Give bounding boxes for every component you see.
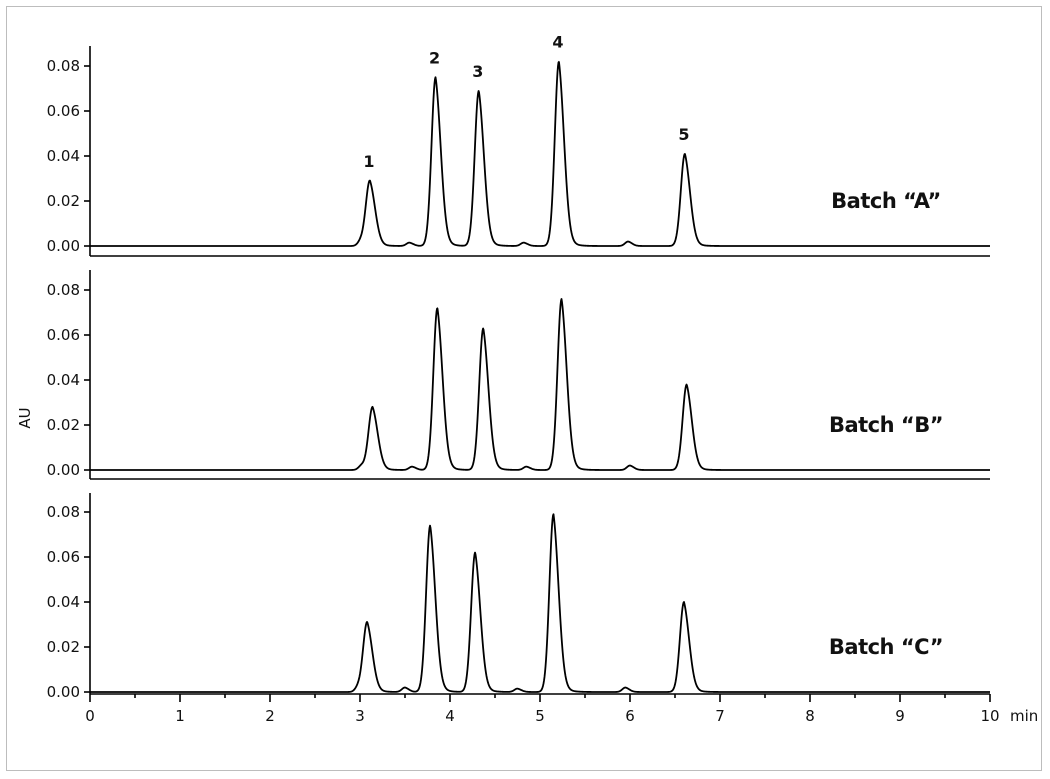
batch-label: Batch “A” (831, 189, 941, 213)
chart-frame (6, 6, 1042, 771)
x-unit-label: min (1010, 707, 1038, 725)
peak-apex (683, 601, 685, 603)
peak-apex (558, 60, 560, 63)
y-axis-title: AU (16, 407, 34, 428)
x-tick-label: 2 (265, 707, 275, 725)
peak-apex (478, 90, 480, 92)
peak-apex (482, 327, 484, 329)
y-tick-label: 0.04 (47, 371, 80, 389)
peak-number-label: 5 (678, 125, 689, 144)
x-tick-label: 1 (175, 707, 185, 725)
y-tick-label: 0.08 (47, 503, 80, 521)
y-tick-label: 0.04 (47, 593, 80, 611)
peak-apex (686, 383, 688, 386)
y-tick-label: 0.06 (47, 326, 80, 344)
series-trace (89, 298, 991, 471)
peak-apex (552, 513, 555, 515)
x-tick-label: 8 (805, 707, 815, 725)
peak-apex (436, 307, 438, 309)
peak-apex (429, 524, 431, 527)
y-tick-label: 0.00 (47, 461, 80, 479)
peak-apex (369, 180, 371, 182)
series-trace (89, 61, 991, 247)
peak-apex (474, 551, 476, 554)
batch-label: Batch “C” (829, 635, 943, 659)
peak-apex (561, 298, 563, 300)
x-tick-label: 6 (625, 707, 635, 725)
y-tick-label: 0.04 (47, 147, 80, 165)
peak-apex (684, 153, 686, 155)
series-trace (89, 513, 991, 693)
batch-label: Batch “B” (829, 413, 943, 437)
peak-number-label: 4 (552, 33, 563, 52)
y-tick-label: 0.02 (47, 192, 80, 210)
x-tick-label: 7 (715, 707, 725, 725)
x-tick-label: 10 (980, 707, 999, 725)
x-tick-label: 4 (445, 707, 455, 725)
x-tick-label: 0 (85, 707, 95, 725)
y-tick-label: 0.00 (47, 683, 80, 701)
y-tick-label: 0.08 (47, 57, 80, 75)
peak-number-label: 3 (472, 62, 483, 81)
y-tick-label: 0.06 (47, 548, 80, 566)
y-tick-label: 0.02 (47, 416, 80, 434)
x-tick-label: 3 (355, 707, 365, 725)
y-tick-label: 0.00 (47, 237, 80, 255)
x-tick-label: 9 (895, 707, 905, 725)
y-tick-label: 0.08 (47, 281, 80, 299)
peak-number-label: 2 (429, 48, 440, 67)
peak-apex (372, 406, 374, 408)
x-tick-label: 5 (535, 707, 545, 725)
peak-apex (435, 76, 437, 78)
peak-apex (366, 621, 368, 623)
y-tick-label: 0.06 (47, 102, 80, 120)
peak-number-label: 1 (363, 152, 374, 171)
y-tick-label: 0.02 (47, 638, 80, 656)
